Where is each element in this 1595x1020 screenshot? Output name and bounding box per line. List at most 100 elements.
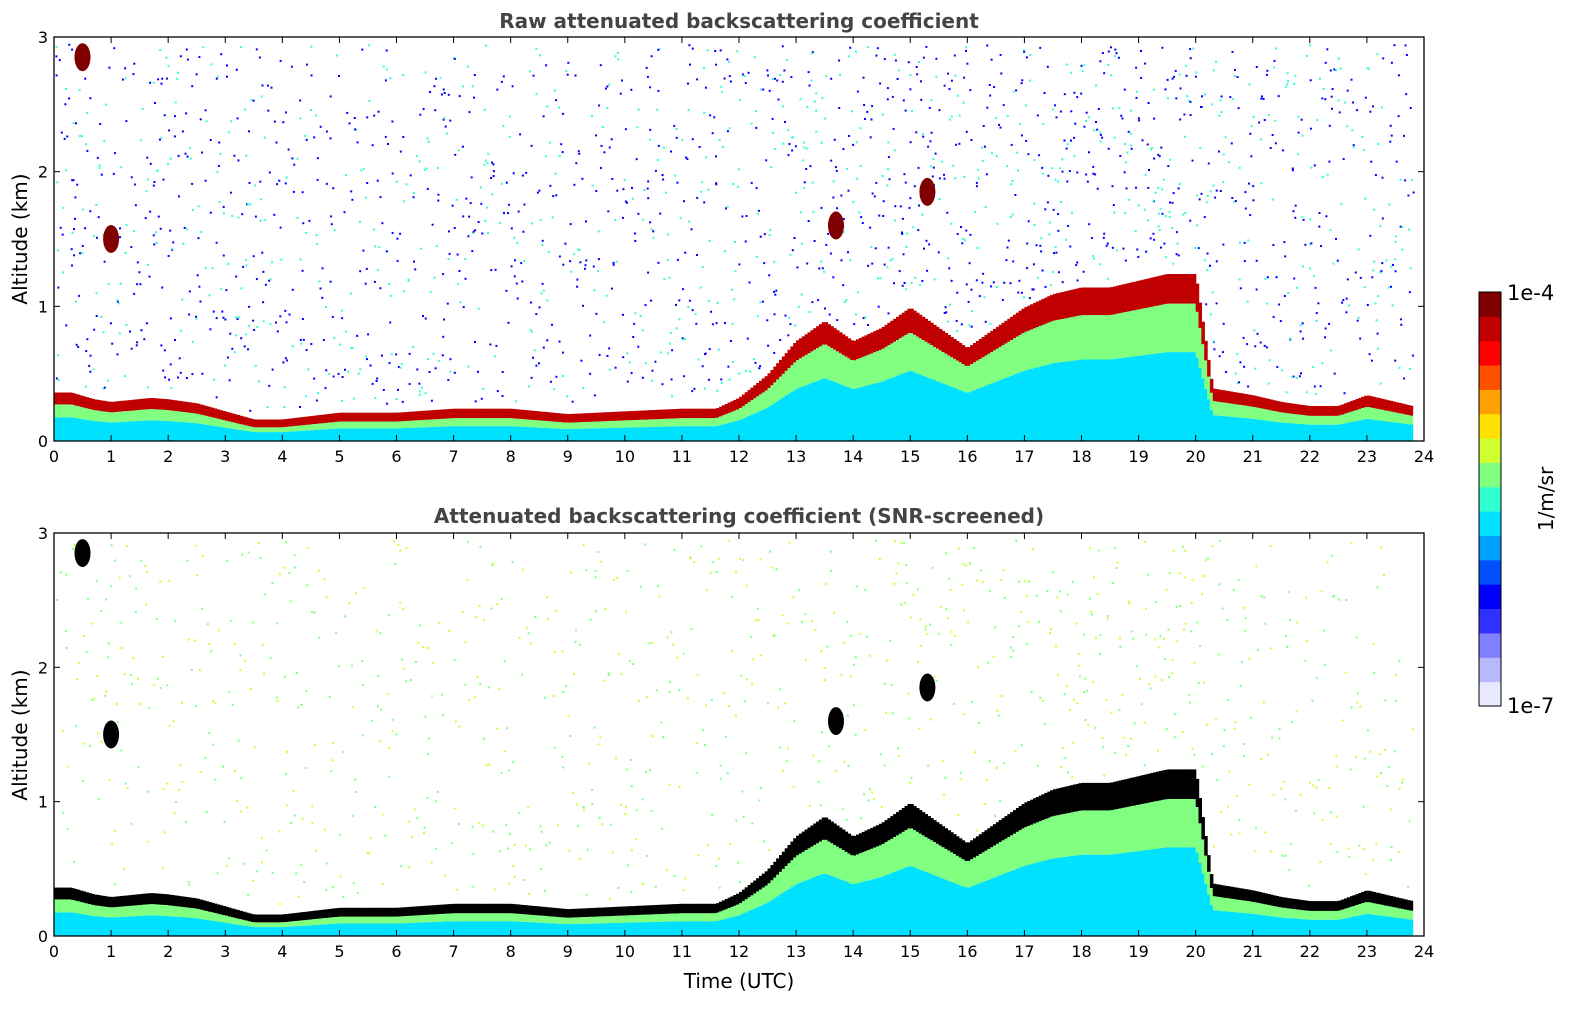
noise-speckle [917, 61, 920, 63]
boundary-layer-top-band [188, 402, 192, 413]
noise-speckle [806, 105, 809, 108]
noise-speckle [597, 258, 600, 261]
noise-speckle [195, 544, 198, 547]
noise-speckle [1326, 48, 1329, 51]
mixed-layer-column [219, 914, 223, 922]
noise-speckle [448, 252, 451, 255]
mixed-layer-column [1309, 415, 1314, 425]
mixed-layer-column [639, 419, 643, 428]
surface-layer-column [941, 383, 946, 441]
surface-layer-column [667, 921, 672, 936]
noise-speckle [179, 764, 182, 767]
noise-speckle [412, 346, 414, 348]
mixed-layer-column [602, 421, 606, 429]
boundary-layer-top-band [88, 398, 92, 409]
boundary-layer-top-band [402, 907, 406, 917]
mixed-layer-column [624, 420, 629, 428]
boundary-layer-top-band [993, 328, 997, 351]
noise-speckle [379, 196, 382, 199]
noise-speckle [188, 313, 191, 316]
surface-layer-column [445, 921, 449, 936]
noise-speckle [604, 87, 607, 90]
surface-layer-column [296, 431, 301, 441]
noise-speckle [482, 619, 485, 622]
mixed-layer-column [131, 905, 135, 917]
boundary-layer-top-band [1050, 294, 1054, 322]
noise-speckle [956, 330, 959, 333]
mixed-layer-column [567, 422, 572, 430]
mixed-layer-column [1341, 414, 1345, 424]
surface-layer-column [653, 921, 657, 936]
boundary-layer-top-band [616, 906, 620, 916]
mixed-layer-column [1041, 324, 1045, 366]
boundary-layer-top-band [1064, 291, 1068, 319]
mixed-layer-column [836, 351, 840, 383]
surface-layer-column [1164, 352, 1168, 441]
noise-speckle [125, 120, 128, 123]
noise-speckle [236, 318, 239, 321]
boundary-layer-top-band [784, 353, 789, 371]
noise-speckle [676, 181, 679, 184]
noise-speckle [1189, 48, 1192, 51]
noise-speckle [562, 351, 564, 354]
noise-speckle [682, 338, 685, 341]
noise-speckle [1158, 155, 1161, 158]
noise-speckle [886, 98, 889, 101]
noise-speckle [805, 168, 808, 170]
noise-speckle [854, 50, 857, 53]
noise-speckle [755, 126, 758, 129]
surface-layer-column [282, 927, 286, 936]
surface-layer-column [119, 917, 124, 936]
noise-speckle [75, 300, 77, 303]
mixed-layer-column [1138, 309, 1143, 356]
mixed-layer-column [650, 419, 654, 427]
panel-title: Raw attenuated backscattering coefficien… [499, 9, 979, 33]
noise-speckle [917, 166, 920, 169]
surface-layer-column [904, 372, 908, 441]
surface-layer-column [567, 429, 572, 441]
surface-layer-column [68, 912, 72, 936]
noise-speckle [235, 316, 238, 319]
surface-layer-column [191, 422, 195, 441]
noise-speckle [119, 227, 121, 230]
noise-speckle [1087, 116, 1090, 119]
noise-speckle [409, 174, 412, 177]
boundary-layer-top-band [316, 415, 321, 424]
noise-speckle [756, 212, 759, 215]
surface-layer-column [781, 892, 786, 936]
noise-speckle [108, 66, 111, 69]
noise-speckle [757, 209, 760, 212]
noise-speckle [589, 618, 592, 621]
noise-speckle [830, 159, 833, 162]
boundary-layer-top-band [370, 907, 375, 917]
noise-speckle [919, 284, 922, 286]
mixed-layer-column [898, 338, 903, 375]
noise-speckle [756, 315, 759, 318]
noise-speckle [608, 898, 611, 900]
noise-speckle [923, 247, 925, 250]
noise-speckle [773, 148, 776, 150]
x-tick-label: 8 [506, 447, 516, 466]
surface-layer-column [447, 921, 452, 936]
boundary-layer-top-band [656, 409, 660, 420]
noise-speckle [707, 188, 710, 191]
noise-speckle [946, 211, 949, 214]
noise-speckle [286, 750, 288, 753]
boundary-layer-top-band [345, 907, 349, 917]
noise-speckle [763, 840, 766, 843]
surface-layer-column [128, 421, 132, 441]
boundary-layer-top-band [533, 411, 537, 421]
boundary-layer-top-band [456, 408, 460, 419]
boundary-layer-top-band [1195, 283, 1200, 312]
noise-speckle [556, 824, 559, 827]
mixed-layer-column [242, 919, 246, 926]
mixed-layer-column [918, 338, 923, 375]
surface-layer-column [1118, 358, 1123, 441]
mixed-layer-column [313, 919, 318, 925]
mixed-layer-column [724, 909, 729, 919]
noise-speckle [721, 91, 724, 94]
noise-speckle [750, 181, 753, 184]
surface-layer-column [599, 428, 603, 441]
surface-layer-column [462, 921, 466, 936]
